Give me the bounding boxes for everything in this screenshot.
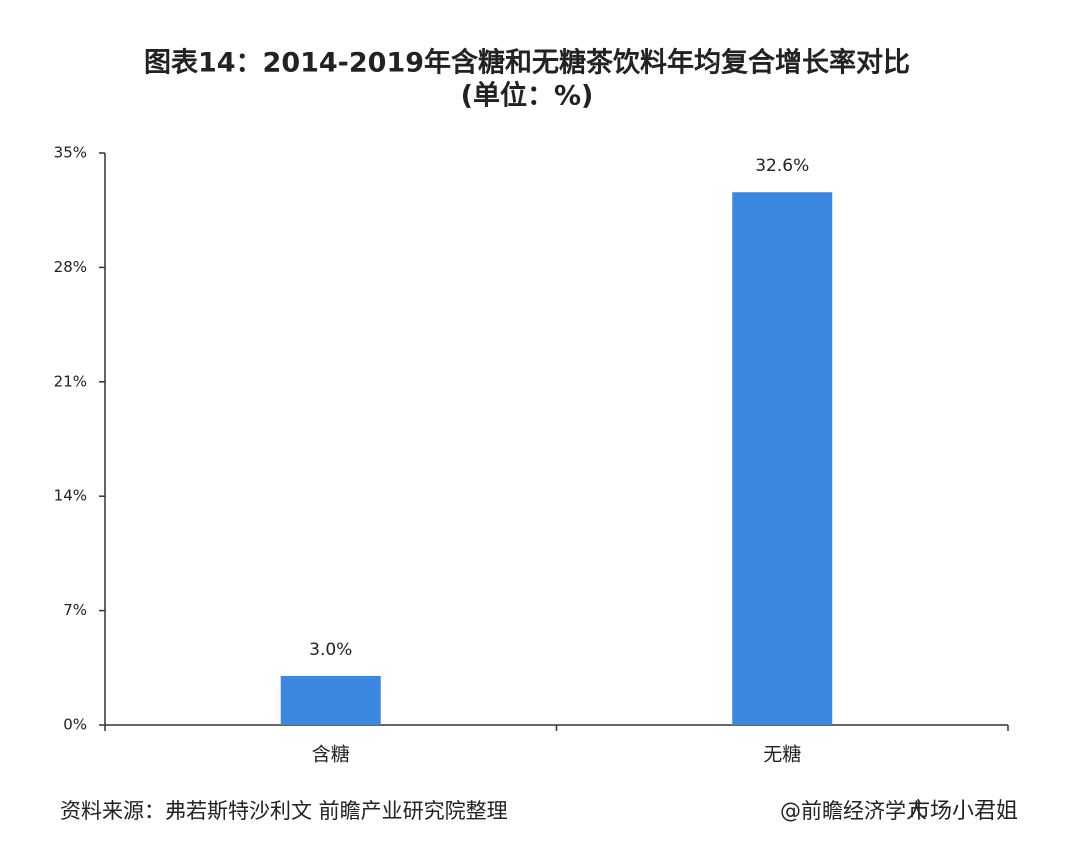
bar bbox=[280, 675, 381, 725]
chart-title: 图表14：2014-2019年含糖和无糖茶饮料年均复合增长率对比 bbox=[144, 47, 910, 79]
y-tick-label: 28% bbox=[54, 258, 87, 276]
y-tick-label: 35% bbox=[54, 144, 87, 162]
credit: @前瞻经济学人 bbox=[780, 799, 927, 823]
value-label: 32.6% bbox=[755, 156, 809, 176]
source: 资料来源：弗若斯特沙利文 前瞻产业研究院整理 bbox=[60, 799, 508, 823]
y-tick-label: 21% bbox=[54, 372, 87, 390]
chart-subtitle: (单位：%) bbox=[461, 80, 594, 112]
y-tick-label: 7% bbox=[63, 601, 87, 619]
overlay-text: 市场小君姐 bbox=[908, 799, 1018, 824]
bar bbox=[732, 192, 833, 726]
x-tick-label: 含糖 bbox=[312, 744, 350, 766]
y-tick-label: 0% bbox=[63, 716, 87, 734]
y-tick-label: 14% bbox=[54, 487, 87, 505]
x-tick-label: 无糖 bbox=[763, 744, 801, 766]
value-label: 3.0% bbox=[309, 640, 352, 660]
